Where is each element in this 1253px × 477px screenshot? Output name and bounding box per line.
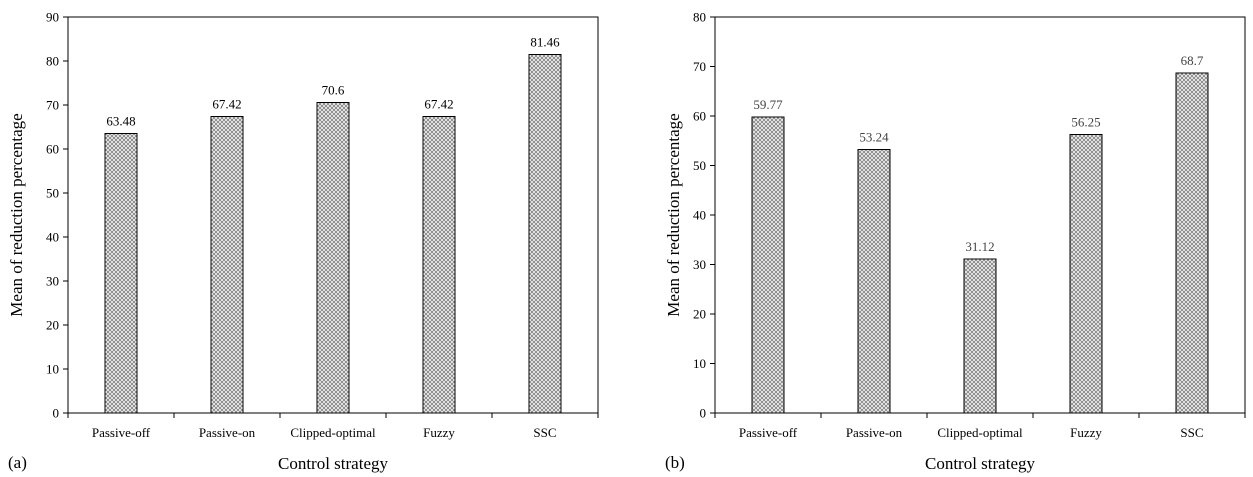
data-label: 53.24 (859, 129, 889, 144)
y-tick-label: 10 (693, 356, 706, 371)
y-tick-label: 80 (693, 10, 706, 25)
y-tick-label: 0 (53, 406, 60, 421)
x-tick-label: Fuzzy (423, 425, 455, 440)
y-tick-label: 90 (46, 10, 59, 25)
chart-panel-b: 0 10 20 30 40 50 60 70 80 59.77 Passive-off 53.24 Pa… (664, 10, 1246, 473)
x-tick-label: SSC (533, 425, 556, 440)
bar (751, 116, 785, 414)
bar (963, 258, 997, 414)
y-tick-label: 50 (693, 158, 706, 173)
data-label: 81.46 (530, 35, 560, 50)
bar (104, 133, 138, 414)
bar (1069, 134, 1103, 414)
chart-panel-a: 0 10 20 30 40 50 60 70 80 90 63.48 Passive-off 67.42… (7, 10, 599, 473)
data-label: 31.12 (965, 239, 994, 254)
y-tick-label: 70 (693, 59, 706, 74)
y-tick-label: 10 (46, 362, 59, 377)
x-tick-label: Clipped-optimal (937, 425, 1023, 440)
y-tick-label: 60 (46, 142, 59, 157)
y-tick-label: 20 (693, 307, 706, 322)
y-tick-label: 20 (46, 318, 59, 333)
panel-label: (a) (8, 453, 27, 472)
data-label: 70.6 (322, 82, 345, 97)
data-label: 59.77 (753, 97, 783, 112)
data-label: 63.48 (106, 114, 135, 129)
y-tick-label: 60 (693, 109, 706, 124)
x-axis-title: Control strategy (278, 454, 389, 473)
y-tick-label: 50 (46, 186, 59, 201)
x-tick-label: Passive-on (846, 425, 903, 440)
chart-panels: 0 10 20 30 40 50 60 70 80 90 63.48 Passive-off 67.42… (7, 10, 1246, 473)
data-label: 67.42 (212, 96, 241, 111)
y-tick-label: 40 (46, 230, 59, 245)
x-tick-label: Clipped-optimal (290, 425, 376, 440)
y-tick-label: 80 (46, 54, 59, 69)
y-tick-label: 70 (46, 98, 59, 113)
y-tick-label: 30 (46, 274, 59, 289)
bar (1175, 72, 1209, 414)
bar (528, 54, 562, 414)
x-tick-label: Passive-off (92, 425, 151, 440)
x-tick-label: Passive-on (199, 425, 256, 440)
x-tick-label: SSC (1180, 425, 1203, 440)
bar (210, 115, 244, 414)
panel-label: (b) (665, 453, 685, 472)
bar (316, 101, 350, 414)
y-tick-label: 0 (700, 406, 707, 421)
bar (422, 115, 456, 414)
y-axis-title: Mean of reduction percentage (7, 113, 26, 316)
x-tick-label: Fuzzy (1070, 425, 1102, 440)
y-tick-label: 40 (693, 208, 706, 223)
y-axis-title: Mean of reduction percentage (664, 113, 683, 316)
data-label: 67.42 (424, 96, 453, 111)
y-tick-label: 30 (693, 257, 706, 272)
x-axis-title: Control strategy (925, 454, 1036, 473)
data-label: 68.7 (1181, 53, 1204, 68)
data-label: 56.25 (1071, 115, 1100, 130)
x-tick-label: Passive-off (739, 425, 798, 440)
bar (857, 148, 891, 414)
